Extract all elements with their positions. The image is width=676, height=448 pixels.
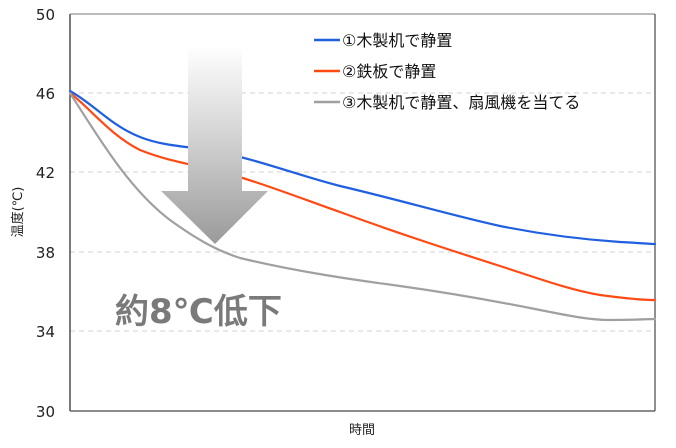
y-tick-labels: 50 46 42 38 34 30 — [36, 6, 55, 421]
x-axis-title: 時間 — [349, 423, 375, 438]
legend-item-wood-desk: ①木製机で静置 — [314, 31, 452, 50]
legend: ①木製机で静置 ②鉄板で静置 ③木製机で静置、扇風機を当てる — [314, 31, 580, 112]
legend-label: ②鉄板で静置 — [342, 62, 436, 81]
legend-item-iron-plate: ②鉄板で静置 — [314, 62, 436, 81]
legend-label: ③木製机で静置、扇風機を当てる — [342, 93, 580, 112]
y-axis-title: 温度(℃) — [10, 187, 26, 238]
series-line-iron-plate — [68, 91, 657, 302]
y-tick-label: 30 — [36, 403, 55, 421]
y-tick-label: 38 — [36, 244, 55, 262]
down-arrow-icon — [161, 46, 268, 244]
legend-label: ①木製机で静置 — [342, 31, 452, 50]
gridlines — [70, 92, 655, 332]
series-line-wood-desk — [68, 89, 657, 246]
series-line-fan — [68, 91, 657, 322]
legend-item-fan: ③木製机で静置、扇風機を当てる — [314, 93, 580, 112]
y-tick-label: 34 — [36, 323, 55, 341]
y-tick-label: 50 — [36, 6, 55, 24]
y-tick-label: 46 — [36, 85, 55, 103]
series-lines — [68, 89, 657, 322]
plot-frame — [69, 13, 656, 412]
y-tick-label: 42 — [36, 164, 55, 182]
temperature-drop-annotation: 約8℃低下 — [115, 292, 282, 332]
